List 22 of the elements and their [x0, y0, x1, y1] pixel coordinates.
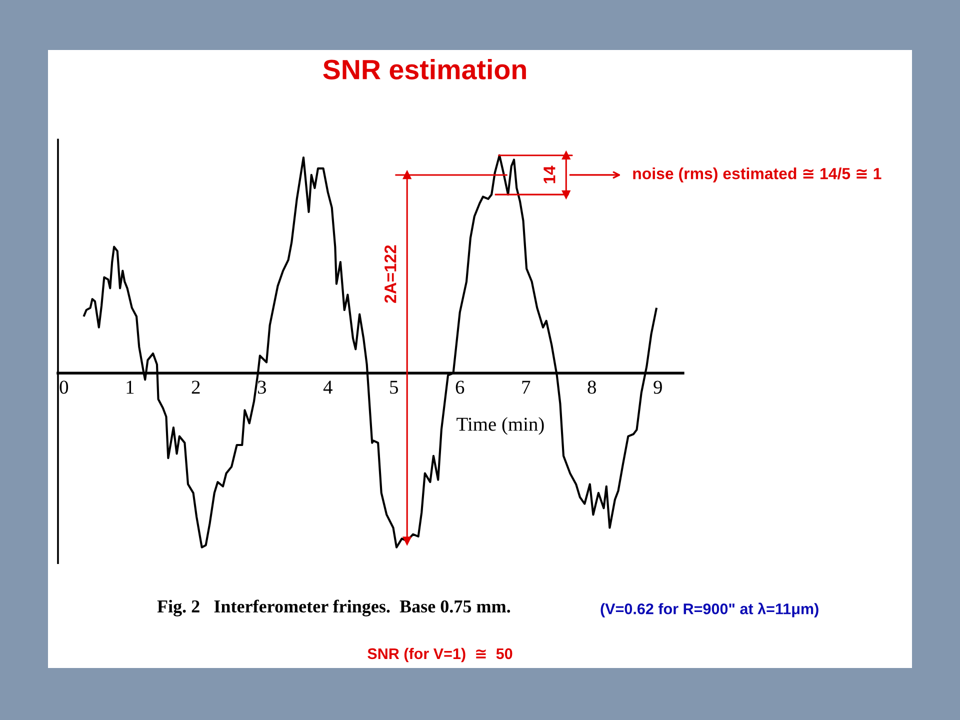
point: [402, 170, 412, 180]
chart-title: SNR estimation: [323, 59, 526, 80]
text: 2A=122: [384, 245, 396, 303]
annotation: noise (rms) estimated ≅ 14/5 ≅ 1: [633, 168, 882, 182]
point: [562, 151, 570, 160]
x-tick-label: 2: [192, 380, 200, 394]
point: [562, 190, 570, 199]
caption: Fig. 2 Interferometer fringes. Base 0.75 mm.: [157, 600, 510, 616]
text: SNR (for V=1) ≅ 50: [368, 648, 512, 662]
x-axis-title: Time (min): [456, 417, 544, 435]
x-tick-label: 7: [522, 380, 530, 394]
x-tick-label: 8: [588, 380, 596, 394]
legend-label: 14: [544, 166, 556, 184]
x-tick-label: 0: [60, 380, 68, 394]
x-tick-label: 6: [456, 380, 464, 394]
x-tick-label: 4: [323, 380, 332, 394]
point: [402, 536, 412, 545]
x-tick-label: 3: [258, 380, 266, 394]
x-tick-label: 9: [654, 380, 662, 394]
text: (V=0.62 for R=900" at λ=11μm): [600, 602, 818, 618]
x-tick-label: 5: [390, 380, 398, 394]
x-tick-label: 1: [126, 380, 134, 394]
